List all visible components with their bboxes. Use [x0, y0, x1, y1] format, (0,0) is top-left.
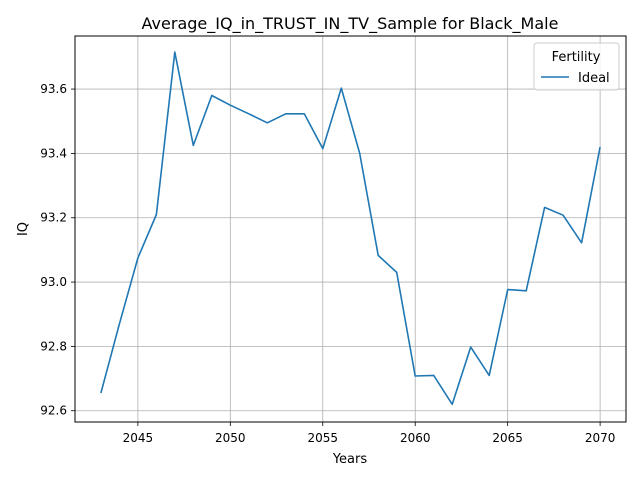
x-tick-label: 2060	[400, 431, 431, 445]
x-tick-label: 2050	[215, 431, 246, 445]
x-tick-label: 2055	[307, 431, 338, 445]
x-tick-label: 2070	[585, 431, 616, 445]
y-tick-label: 93.2	[40, 211, 67, 225]
y-axis-label: IQ	[16, 222, 31, 236]
y-tick-label: 93.4	[40, 146, 67, 160]
legend-title: Fertility	[552, 50, 601, 65]
chart-title: Average_IQ_in_TRUST_IN_TV_Sample for Bla…	[142, 14, 559, 34]
x-tick-label: 2045	[123, 431, 154, 445]
legend: Fertility Ideal	[534, 43, 619, 90]
y-tick-label: 93.6	[40, 82, 67, 96]
legend-label-ideal: Ideal	[578, 71, 610, 86]
x-axis-label: Years	[332, 452, 368, 467]
y-tick-label: 92.6	[40, 404, 67, 418]
y-tick-label: 93.0	[40, 275, 67, 289]
x-tick-label: 2065	[492, 431, 523, 445]
y-tick-label: 92.8	[40, 339, 67, 353]
